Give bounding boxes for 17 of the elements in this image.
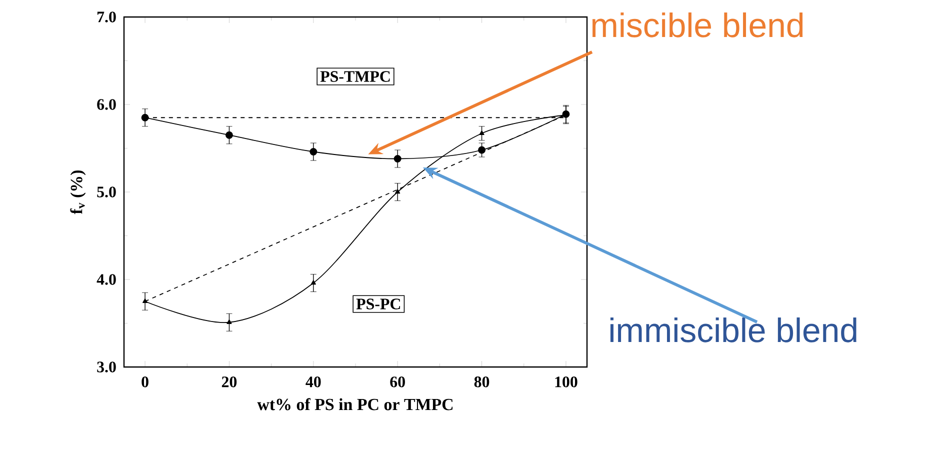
annotation: immiscible blend (610, 317, 856, 342)
x-tick-label: 100 (555, 376, 578, 388)
y-tick-label: 5.0 (97, 186, 116, 198)
y-axis-title: f$_{v}$ (%) (70, 170, 86, 214)
x-tick-label: 80 (474, 376, 490, 388)
x-tick-label: 0 (142, 376, 148, 388)
annotation: PS-TMPC (320, 71, 390, 82)
y-tick-label: 4.0 (96, 274, 116, 285)
y-tick-label: 6.0 (97, 99, 116, 110)
x-tick-label: 40 (306, 376, 321, 388)
annotation: PS-PC (356, 298, 400, 310)
x-tick-label: 20 (222, 376, 237, 388)
y-tick-label: 7.0 (97, 12, 116, 22)
annotation: miscible blend (592, 12, 803, 38)
y-tick-label: 3.0 (97, 362, 116, 372)
x-axis-title: wt% of PS in PC or TMPC (257, 398, 453, 410)
x-tick-label: 60 (390, 376, 405, 388)
